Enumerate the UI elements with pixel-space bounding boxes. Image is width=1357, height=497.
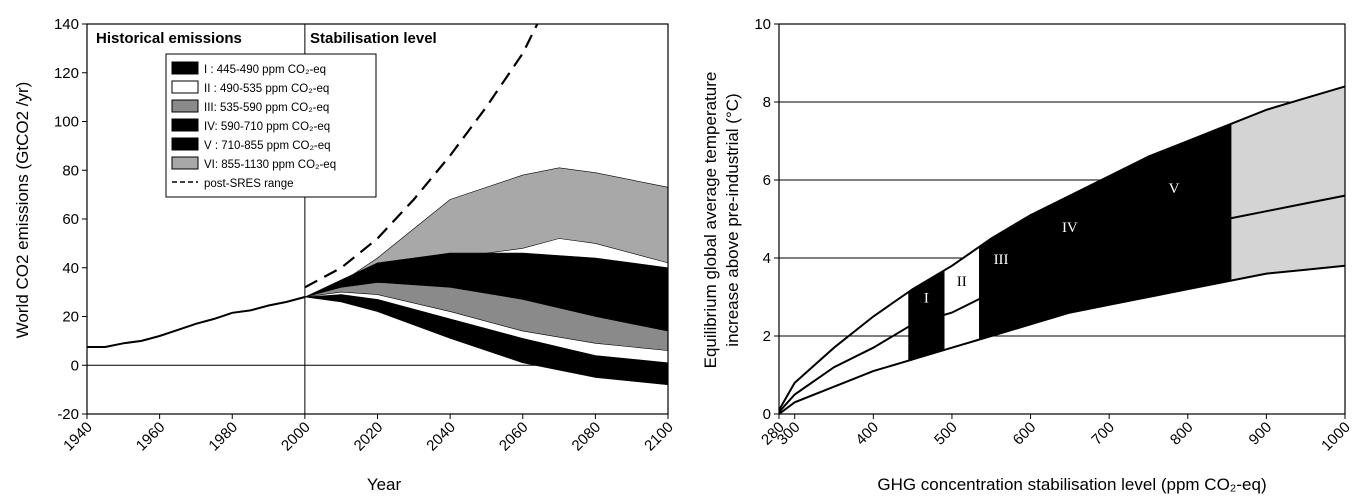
emission-x-tick-label: 2100	[641, 419, 677, 455]
emission-x-tick-label: 1960	[133, 419, 169, 455]
emission-x-tick-label: 1980	[205, 419, 241, 455]
temperature-y-tick-label: 2	[763, 328, 771, 345]
temperature-band-label-3: III	[994, 252, 1009, 268]
legend-entry-3: III: 535-590 ppm CO₂-eq	[204, 102, 329, 114]
best-estimate-temperature-curve	[778, 194, 1346, 413]
temperature-band-label-1: I	[924, 291, 929, 307]
emission-y-tick-label: 0	[71, 357, 79, 374]
temperature-x-tick-label: 600	[1010, 419, 1040, 449]
emission-bands	[304, 167, 669, 386]
legend-swatch-6	[171, 156, 199, 170]
emission-legend: I : 445-490 ppm CO₂-eq II : 490-535 ppm C…	[165, 53, 377, 198]
historical-emissions-line	[87, 296, 306, 348]
temperature-x-tick-label: 700	[1088, 419, 1118, 449]
legend-entry-5: V : 710-855 ppm CO₂-eq	[204, 140, 331, 152]
emission-y-tick-label: 140	[54, 16, 79, 33]
emission-y-tick-label: 120	[54, 65, 79, 82]
legend-swatch-2	[171, 80, 199, 94]
temperature-band-5	[1116, 123, 1232, 304]
emission-x-tick-label: 2040	[423, 419, 459, 455]
emission-x-axis-title: Year	[367, 475, 402, 494]
temperature-y-tick-label: 4	[763, 250, 771, 267]
temperature-band-3	[979, 219, 1024, 341]
emission-y-tick-label: 60	[62, 211, 79, 228]
legend-swatch-3	[171, 99, 199, 113]
temperature-x-tick-label: 800	[1167, 419, 1197, 449]
emission-y-tick-label: 80	[62, 162, 79, 179]
temperature-x-tick-label: 500	[931, 419, 961, 449]
temperature-band-label-2: II	[957, 274, 967, 290]
emission-y-tick-label: -20	[57, 406, 79, 423]
temperature-plot-frame	[778, 23, 1346, 415]
region-label-historical: Historical emissions	[96, 30, 242, 47]
temperature-x-tick-label: 400	[852, 419, 882, 449]
legend-entry-6: VI: 855-1130 ppm CO₂-eq	[204, 159, 336, 171]
temperature-y-tick-label: 8	[763, 94, 771, 111]
legend-entry-7: post-SRES range	[204, 178, 294, 190]
emission-legend-box	[165, 53, 377, 198]
temperature-band-2	[943, 245, 980, 351]
post-sres-dashed-line	[304, 23, 539, 289]
temperature-band-label-4: IV	[1062, 220, 1078, 236]
temperature-band-label-5: V	[1169, 181, 1180, 197]
legend-swatch-1	[171, 61, 199, 75]
legend-swatch-5	[171, 137, 199, 151]
emission-y-tick-label: 40	[62, 260, 79, 277]
temperature-band-6	[1230, 85, 1346, 282]
temperature-x-axis-title: GHG concentration stabilisation level (p…	[877, 475, 1266, 494]
region-label-stabilisation: Stabilisation level	[310, 30, 437, 47]
upper-temperature-curve	[778, 85, 1346, 411]
temperature-y-tick-label: 0	[763, 406, 771, 423]
emission-y-tick-label: 100	[54, 114, 79, 131]
emission-lines	[87, 23, 539, 348]
emission-y-tick-label: 20	[62, 309, 79, 326]
emission-x-tick-label: 2020	[351, 419, 387, 455]
legend-entry-2: II : 490-535 ppm CO₂-eq	[204, 83, 329, 95]
legend-entry-4: IV: 590-710 ppm CO₂-eq	[204, 121, 330, 133]
lower-temperature-curve	[778, 264, 1346, 415]
temperature-curves	[778, 85, 1346, 415]
emission-y-axis-title: World CO2 emissions (GtCO2 /yr)	[13, 82, 32, 339]
emission-x-tick-label: 1940	[60, 419, 96, 455]
temperature-y-axis-title-line1: Equilibrium global average temperature	[701, 72, 720, 369]
emission-x-tick-label: 2080	[569, 419, 605, 455]
temperature-y-tick-label: 10	[754, 16, 771, 33]
emission-x-tick-label: 2000	[278, 419, 314, 455]
legend-swatch-4	[171, 118, 199, 132]
temperature-x-tick-label: 900	[1245, 419, 1275, 449]
legend-entry-1: I : 445-490 ppm CO₂-eq	[204, 64, 326, 76]
temperature-y-axis-title-line2: increase above pre-industrial (°C)	[723, 93, 742, 346]
temperature-y-tick-label: 6	[763, 172, 771, 189]
temperature-x-tick-label: 1000	[1318, 419, 1354, 455]
emission-x-tick-label: 2060	[496, 419, 532, 455]
